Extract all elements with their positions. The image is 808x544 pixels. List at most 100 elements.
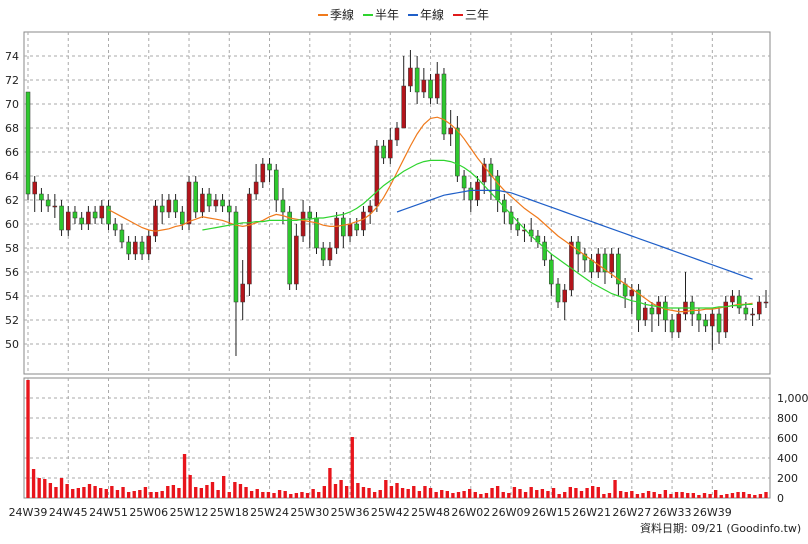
- candle-body: [247, 193, 252, 285]
- volume-bar: [702, 493, 707, 498]
- price-tick-label: 72: [5, 74, 19, 87]
- volume-bar: [188, 475, 192, 498]
- volume-bar: [395, 483, 399, 498]
- volume-bar: [747, 494, 751, 498]
- volume-tick-label: 200: [777, 472, 798, 485]
- x-tick-label: 26W27: [612, 506, 651, 519]
- volume-bar: [652, 492, 656, 498]
- volume-bar: [210, 482, 215, 498]
- volume-bar: [546, 491, 550, 498]
- candle-body: [25, 91, 31, 195]
- candle-body: [495, 175, 500, 201]
- volume-bar: [568, 487, 572, 498]
- candle-body: [287, 211, 292, 285]
- volume-bar: [602, 494, 606, 498]
- volume-bar: [400, 488, 405, 498]
- candle-body: [589, 259, 594, 273]
- volume-bar: [82, 487, 86, 498]
- volume-bar: [585, 488, 589, 498]
- x-tick-label: 25W06: [129, 506, 168, 519]
- volume-bar: [272, 493, 276, 498]
- volume-bar: [697, 495, 701, 498]
- candlesticks: [25, 50, 769, 356]
- volume-bar: [540, 489, 545, 498]
- volume-bar: [708, 494, 712, 498]
- volume-bar: [674, 492, 679, 498]
- volume-bar: [171, 485, 176, 498]
- candle-body: [461, 175, 467, 189]
- candle-body: [267, 163, 272, 171]
- candle-body: [112, 223, 118, 231]
- candle-body: [502, 199, 507, 213]
- candle-body: [381, 145, 386, 159]
- x-tick-label: 26W21: [572, 506, 611, 519]
- price-tick-label: 56: [5, 266, 19, 279]
- volume-bar: [143, 487, 148, 498]
- volume-bar: [266, 492, 271, 498]
- legend: 季線 半年 年線 三年: [318, 7, 489, 22]
- volume-bar: [48, 483, 53, 498]
- candle-body: [602, 253, 608, 273]
- volume-bar: [322, 486, 326, 498]
- volume-bar: [205, 485, 209, 498]
- price-plot-area: [23, 31, 771, 375]
- volume-bar: [680, 492, 684, 498]
- candle-body: [515, 223, 521, 231]
- candle-body: [723, 301, 729, 333]
- candle-body: [341, 217, 346, 237]
- volume-bar: [412, 486, 416, 498]
- volume-bar: [283, 491, 287, 498]
- volume-bar: [249, 491, 254, 498]
- volume-bar: [596, 487, 600, 498]
- volume-bar: [305, 493, 310, 498]
- volume-bar: [479, 494, 483, 498]
- x-tick-label: 24W39: [9, 506, 48, 519]
- volume-tick-label: 0: [777, 492, 784, 505]
- price-tick-label: 62: [5, 194, 19, 207]
- volume-bar: [512, 487, 517, 498]
- x-tick-label: 26W33: [653, 506, 692, 519]
- candle-body: [213, 199, 219, 207]
- legend-label-2: 年線: [420, 7, 444, 22]
- volume-bar: [618, 491, 623, 498]
- volume-bar: [423, 486, 427, 498]
- candle-body: [119, 229, 125, 243]
- candle-body: [159, 205, 165, 213]
- volume-bar: [160, 491, 164, 498]
- candle-body: [434, 73, 440, 99]
- candle-body: [549, 259, 554, 285]
- price-tick-label: 60: [5, 218, 19, 231]
- volume-bar: [557, 494, 561, 498]
- volume-bar: [222, 476, 226, 498]
- volume-tick-label: 600: [777, 432, 798, 445]
- candle-body: [354, 223, 360, 231]
- x-tick-label: 25W48: [411, 506, 450, 519]
- candle-body: [743, 307, 749, 315]
- volume-bar: [641, 493, 645, 498]
- candle-body: [428, 79, 433, 99]
- candle-body: [488, 163, 494, 177]
- volume-bar: [468, 489, 472, 498]
- price-tick-label: 54: [5, 290, 19, 303]
- volume-bar: [121, 487, 125, 498]
- price-tick-label: 64: [5, 170, 19, 183]
- volume-bar: [311, 489, 315, 498]
- volume-bar: [417, 491, 422, 498]
- x-tick-label: 25W36: [331, 506, 370, 519]
- volume-bar: [389, 486, 394, 498]
- volume-bar: [574, 488, 578, 498]
- candle-body: [79, 217, 84, 225]
- volume-bar: [76, 488, 80, 498]
- volume-bar: [194, 487, 198, 498]
- volume-bar: [31, 469, 36, 498]
- volume-bar: [725, 494, 729, 498]
- candle-body: [596, 253, 601, 273]
- candle-body: [32, 181, 37, 195]
- candle-body: [307, 211, 313, 219]
- volume-bar: [764, 492, 768, 498]
- volume-bar: [289, 494, 293, 498]
- volume-bar: [372, 492, 377, 498]
- candle-body: [86, 211, 91, 225]
- candle-body: [153, 205, 158, 237]
